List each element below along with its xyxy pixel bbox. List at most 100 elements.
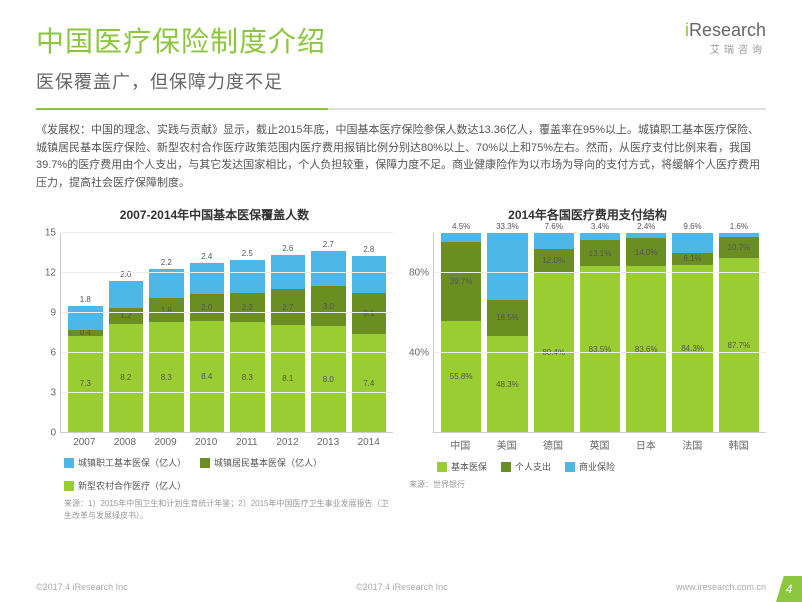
segment-label: 2.0 <box>201 303 212 312</box>
bar-segment: 10.7% <box>719 237 759 258</box>
segment-label: 2.4% <box>637 222 655 231</box>
x-label: 2008 <box>105 437 146 448</box>
bar-group: 8.12.72.6 <box>271 233 306 432</box>
y-tick: 80% <box>409 268 429 279</box>
page-number: 4 <box>776 576 802 602</box>
gridline <box>61 392 393 393</box>
chart-left-area: 03691215 7.30.41.88.21.22.08.31.82.28.42… <box>36 233 393 433</box>
x-label: 2009 <box>145 437 186 448</box>
gridline <box>434 352 766 353</box>
gridline <box>61 232 393 233</box>
legend-item: 商业保险 <box>565 460 615 473</box>
segment-label: 8.2 <box>120 373 131 382</box>
legend-label: 新型农村合作医疗（亿人） <box>78 479 186 492</box>
chart-left-title: 2007-2014年中国基本医保覆盖人数 <box>36 206 393 223</box>
chart-right-source: 来源：世界银行 <box>409 473 766 490</box>
segment-label: 55.8% <box>450 372 473 381</box>
segment-label: 1.8 <box>161 306 172 315</box>
legend-label: 城镇职工基本医保（亿人） <box>78 456 186 469</box>
segment-label: 8.3 <box>161 373 172 382</box>
bar-group: 80.4%12.0%7.6% <box>534 233 574 432</box>
bar-segment: 9.6% <box>672 233 712 252</box>
bar-segment: 83.6% <box>626 266 666 432</box>
header: 中国医疗保险制度介绍 医保覆盖广，但保障力度不足 iResearch 艾瑞咨询 <box>0 0 802 94</box>
iresearch-logo: iResearch <box>685 20 766 41</box>
segment-label: 2.6 <box>282 244 293 253</box>
bar-group: 87.7%10.7%1.6% <box>719 233 759 432</box>
page-subtitle: 医保覆盖广，但保障力度不足 <box>36 68 685 94</box>
bar-segment: 2.8 <box>352 256 387 293</box>
bar-segment: 33.3% <box>487 233 527 299</box>
chart-right-legend: 基本医保个人支出商业保险 <box>409 452 766 473</box>
bar-segment: 7.3 <box>68 336 103 433</box>
x-label: 2007 <box>64 437 105 448</box>
segment-label: 8.0 <box>323 375 334 384</box>
footer: ©2017.4 iResearch Inc ©2017.4 iResearch … <box>36 582 766 592</box>
bar-segment: 48.3% <box>487 336 527 432</box>
bar-segment: 2.4 <box>190 263 225 295</box>
legend-swatch <box>501 462 511 472</box>
legend-swatch <box>565 462 575 472</box>
bar-segment: 7.4 <box>352 334 387 432</box>
y-tick: 12 <box>45 268 56 279</box>
legend-swatch <box>64 481 74 491</box>
segment-label: 4.5% <box>452 222 470 231</box>
segment-label: 2.7 <box>282 303 293 312</box>
y-tick: 40% <box>409 348 429 359</box>
bar-group: 83.5%13.1%3.4% <box>580 233 620 432</box>
legend-swatch <box>200 458 210 468</box>
bar-segment: 2.2 <box>149 269 184 298</box>
bar-segment: 55.8% <box>441 321 481 432</box>
segment-label: 3.1 <box>363 309 374 318</box>
bar-segment: 1.8 <box>149 298 184 322</box>
segment-label: 12.0% <box>542 256 565 265</box>
chart-right-column: 2014年各国医疗费用支付结构 40%80% 55.8%39.7%4.5%48.… <box>409 206 766 520</box>
x-label: 2013 <box>308 437 349 448</box>
logo-block: iResearch 艾瑞咨询 <box>685 20 766 56</box>
bar-segment: 8.3 <box>149 322 184 432</box>
chart-left-yaxis: 03691215 <box>36 233 60 433</box>
legend-swatch <box>64 458 74 468</box>
segment-label: 18.5% <box>496 313 519 322</box>
bar-segment: 12.0% <box>534 249 574 273</box>
y-tick: 6 <box>50 348 56 359</box>
chart-left-plot: 7.30.41.88.21.22.08.31.82.28.42.02.48.32… <box>60 233 393 433</box>
bar-segment: 0.4 <box>68 330 103 335</box>
gridline <box>434 272 766 273</box>
y-tick: 9 <box>50 308 56 319</box>
bar-segment: 3.4% <box>580 233 620 240</box>
segment-label: 39.7% <box>450 277 473 286</box>
bar-segment: 13.1% <box>580 240 620 266</box>
bar-segment: 2.0 <box>190 294 225 321</box>
segment-label: 33.3% <box>496 222 519 231</box>
bar-segment: 8.3 <box>230 322 265 432</box>
bar-group: 8.3 1.8 2.2 <box>149 233 184 432</box>
legend-item: 新型农村合作医疗（亿人） <box>64 479 186 492</box>
x-label: 中国 <box>437 437 483 452</box>
legend-label: 基本医保 <box>451 460 487 473</box>
segment-label: 2.2 <box>242 303 253 312</box>
bar-segment: 2.7 <box>311 251 346 287</box>
chart-right-yaxis: 40% 80% <box>409 233 433 433</box>
legend-item: 城镇职工基本医保（亿人） <box>64 456 186 469</box>
x-label: 德国 <box>530 437 576 452</box>
segment-label: 1.8 <box>80 295 91 304</box>
segment-label: 6.1% <box>683 254 701 263</box>
legend-item: 城镇居民基本医保（亿人） <box>200 456 322 469</box>
logo-sub-text: 艾瑞咨询 <box>685 41 766 56</box>
segment-label: 13.1% <box>589 249 612 258</box>
segment-label: 7.3 <box>80 379 91 388</box>
segment-label: 2.7 <box>323 240 334 249</box>
title-block: 中国医疗保险制度介绍 医保覆盖广，但保障力度不足 <box>36 20 685 94</box>
x-label: 日本 <box>623 437 669 452</box>
legend-item: 基本医保 <box>437 460 487 473</box>
copyright-right: ©2017.4 iResearch Inc <box>356 582 448 592</box>
segment-label: 3.0 <box>323 302 334 311</box>
charts-row: 2007-2014年中国基本医保覆盖人数 03691215 7.30.41.88… <box>0 192 802 520</box>
bar-segment: 84.3% <box>672 265 712 433</box>
legend-label: 城镇居民基本医保（亿人） <box>214 456 322 469</box>
bar-segment: 1.2 <box>109 308 144 324</box>
chart-left-legend: 城镇职工基本医保（亿人） 城镇居民基本医保（亿人） 新型农村合作医疗（亿人） <box>36 448 393 492</box>
bar-group: 83.6%14.0%2.4% <box>626 233 666 432</box>
bar-segment: 1.6% <box>719 233 759 236</box>
